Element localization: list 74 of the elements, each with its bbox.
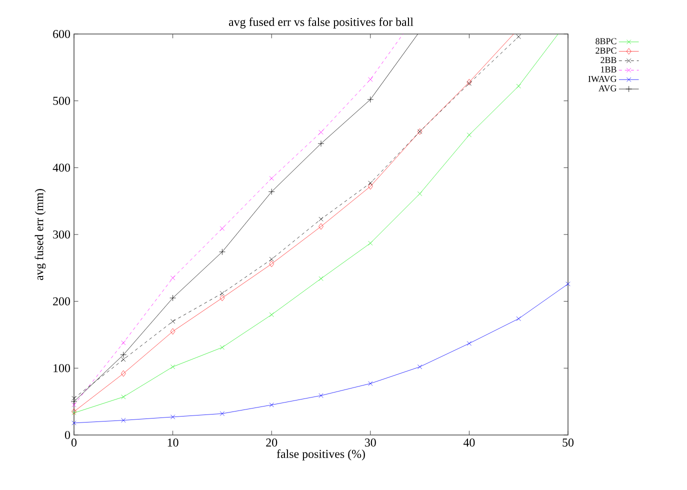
point — [269, 256, 274, 262]
chart-title: avg fused err vs false positives for ball — [228, 17, 414, 28]
legend-label: 8BPC — [596, 38, 616, 44]
y-tick-label: 200 — [53, 297, 70, 306]
point — [466, 341, 472, 346]
point — [368, 381, 373, 386]
point — [466, 132, 472, 138]
point — [269, 260, 274, 268]
x-tick-label: 40 — [463, 438, 475, 447]
point — [220, 226, 225, 231]
point — [170, 328, 176, 335]
point — [120, 370, 126, 377]
y-tick-label: 500 — [53, 96, 70, 105]
point — [170, 414, 176, 420]
point — [466, 78, 472, 86]
point — [170, 319, 176, 324]
x-tick-label: 0 — [71, 438, 77, 447]
point — [269, 312, 274, 318]
x-axis-title: false positives (%) — [276, 449, 365, 460]
x-tick-label: 20 — [266, 438, 278, 447]
point — [121, 340, 126, 346]
point — [72, 402, 76, 408]
y-tick-label: 0 — [64, 430, 70, 440]
point — [417, 191, 422, 196]
legend-label: 2BPC — [596, 48, 616, 54]
point — [368, 77, 373, 82]
point — [72, 420, 76, 426]
point — [466, 81, 472, 86]
point — [318, 223, 324, 230]
legend-label: 2BB — [600, 57, 616, 64]
y-axis-title: avg fused err (mm) — [34, 189, 46, 280]
point — [368, 240, 373, 246]
y-tick-label: 400 — [52, 164, 70, 172]
point — [220, 291, 225, 296]
point — [516, 84, 521, 88]
legend-label: 1BB — [601, 66, 616, 72]
point — [70, 398, 78, 405]
point — [368, 180, 373, 186]
point — [516, 34, 521, 39]
point — [268, 188, 275, 195]
point — [121, 418, 126, 423]
point — [170, 276, 176, 280]
point — [318, 276, 324, 281]
point — [269, 402, 274, 408]
y-tick-label: 100 — [54, 364, 70, 372]
legend-label: IWAVG — [588, 76, 616, 82]
point — [516, 316, 521, 322]
point — [72, 410, 76, 416]
point — [269, 176, 274, 181]
x-tick-label: 10 — [168, 438, 178, 447]
point — [219, 248, 226, 256]
point — [566, 282, 570, 286]
y-tick-label: 600 — [53, 30, 70, 38]
point — [367, 96, 374, 103]
point — [220, 345, 225, 350]
x-tick-label: 30 — [365, 438, 376, 447]
point — [318, 130, 324, 135]
point — [120, 352, 127, 358]
point — [318, 140, 324, 147]
point — [368, 183, 373, 190]
x-tick-label: 50 — [562, 438, 574, 447]
point — [121, 394, 126, 400]
point — [170, 294, 176, 302]
point — [72, 408, 76, 415]
point — [121, 357, 126, 362]
point — [220, 294, 225, 302]
point — [72, 396, 76, 401]
point — [318, 393, 324, 398]
point — [417, 364, 422, 370]
point — [170, 364, 176, 370]
point — [318, 216, 324, 222]
y-tick-label: 300 — [53, 230, 70, 239]
point — [220, 411, 225, 416]
legend-label: AVG — [598, 85, 616, 92]
